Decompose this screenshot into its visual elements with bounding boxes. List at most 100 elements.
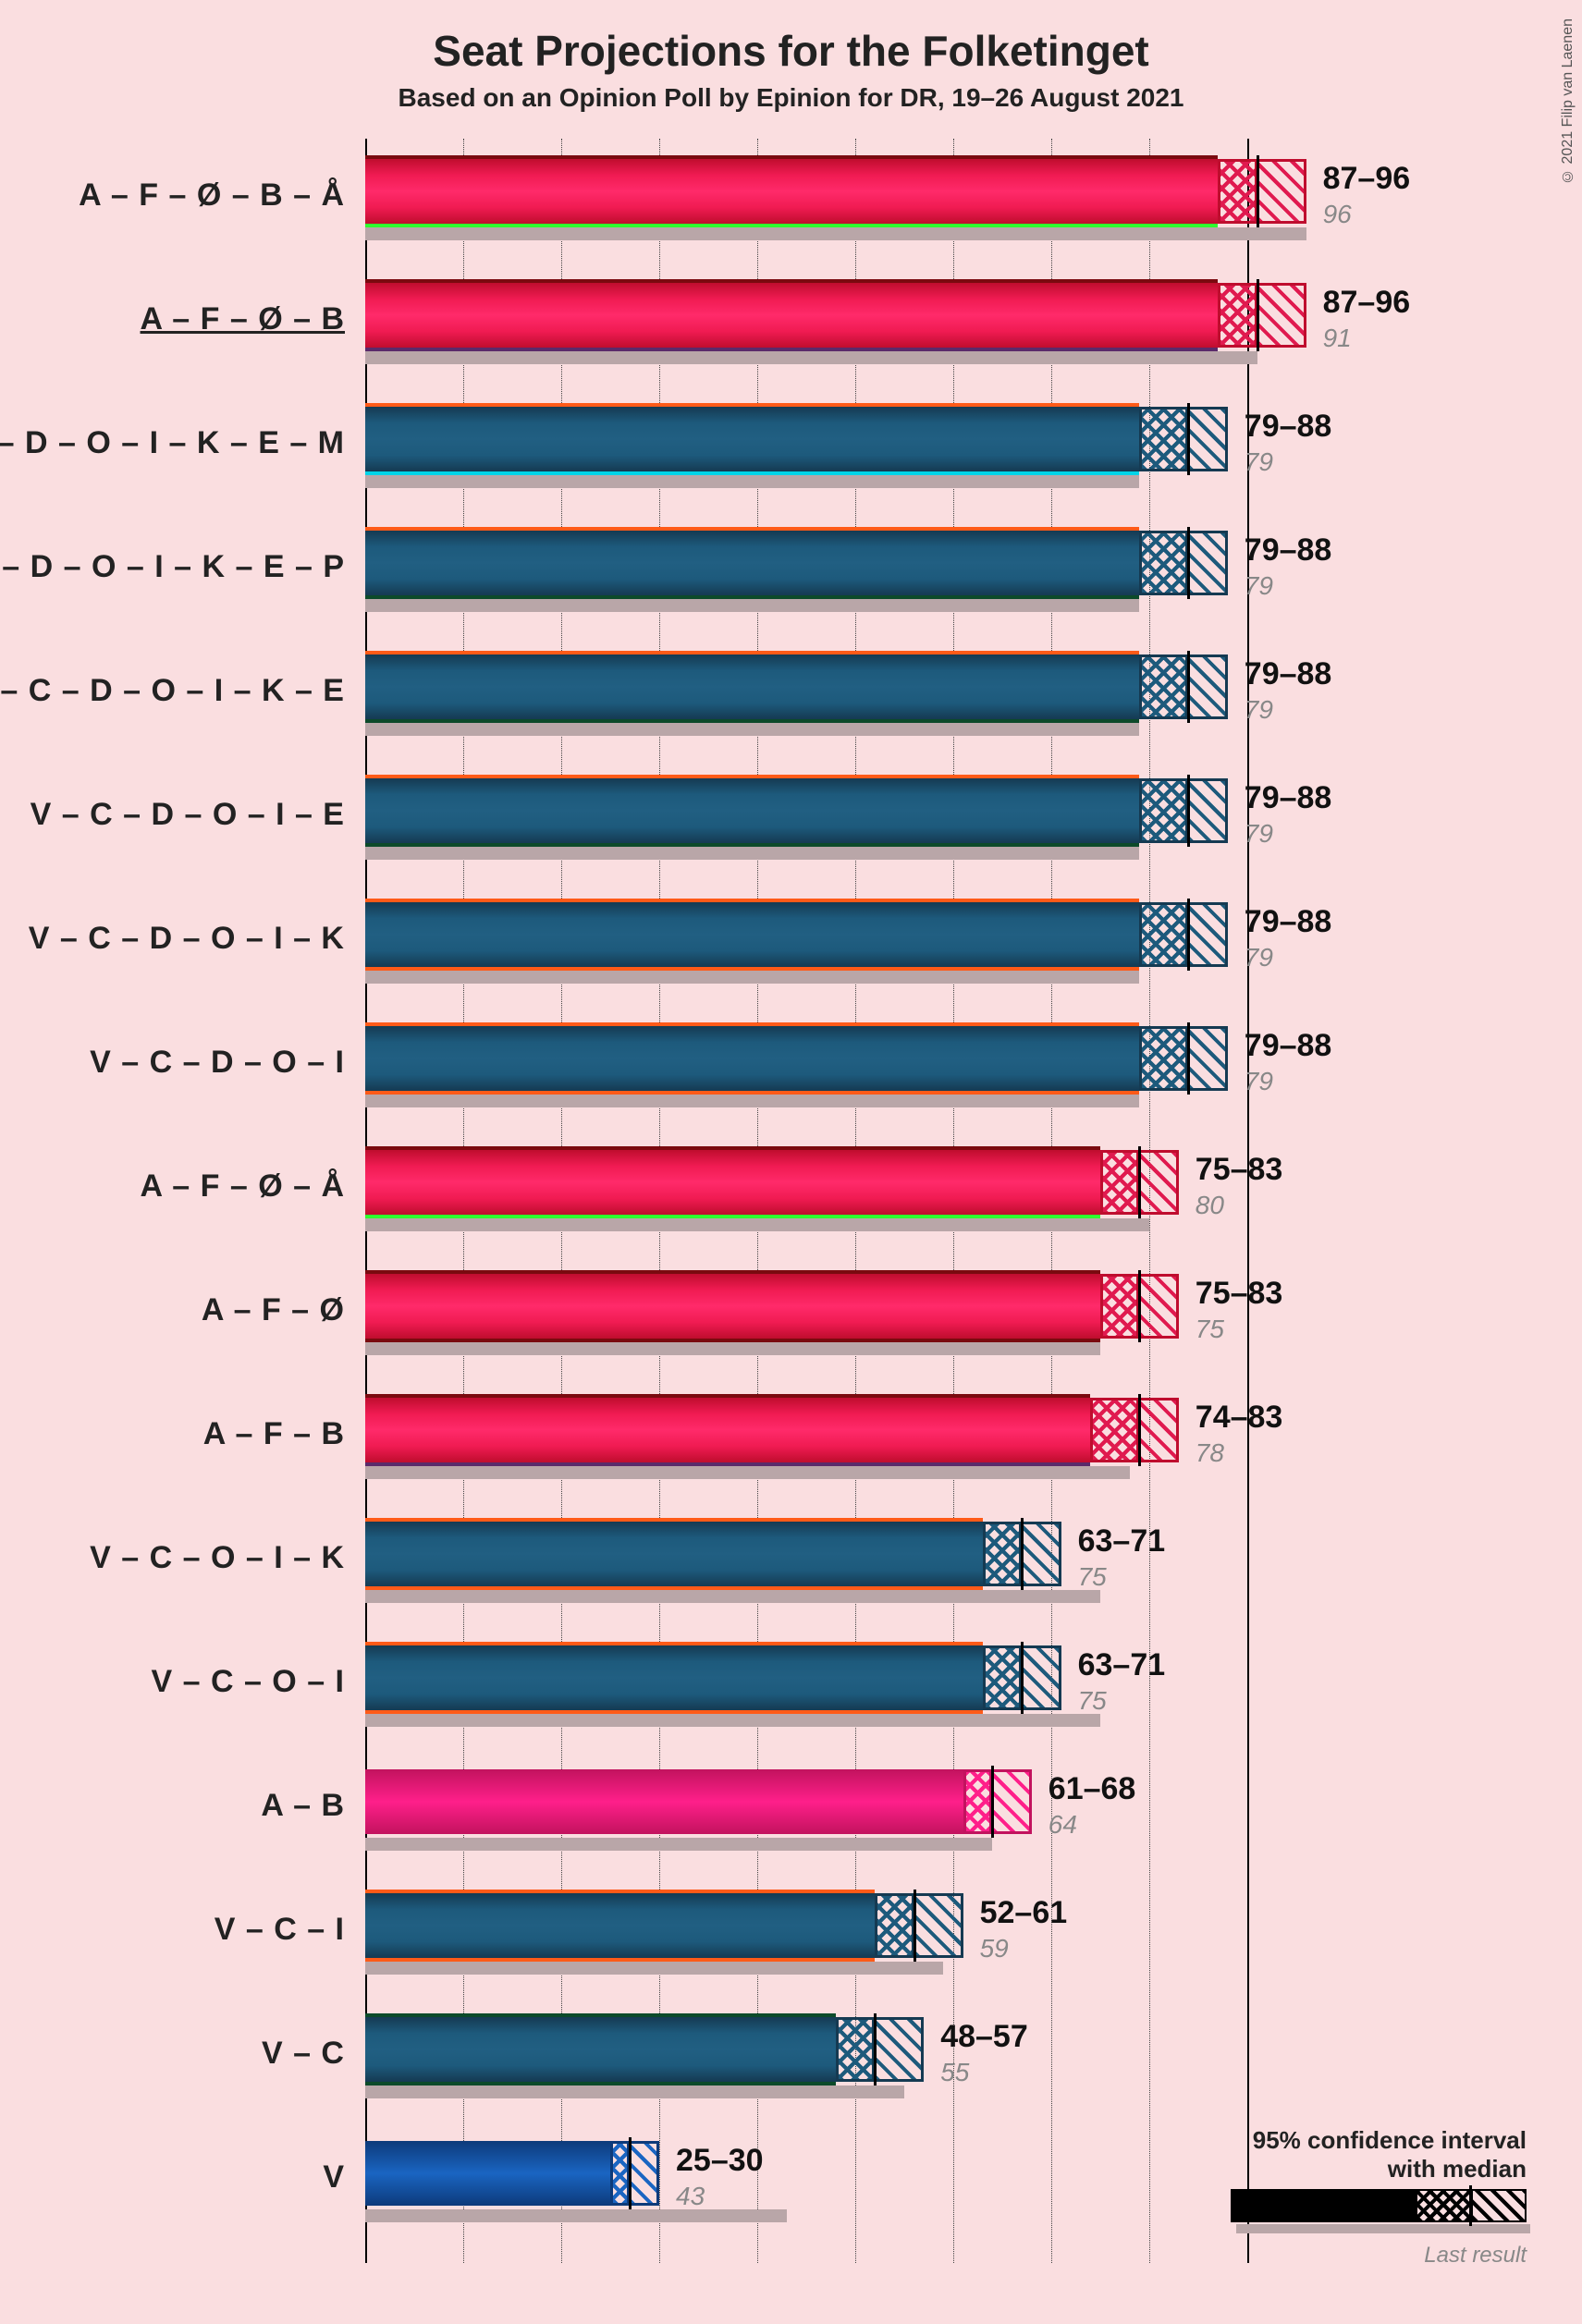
last-result-bar [365,2085,904,2098]
chart-canvas: Seat Projections for the Folketinget Bas… [0,0,1582,2324]
range-value: 61–68 [1049,1771,1136,1807]
bar-row: V – C – O – I – K63–7175 [365,1511,1345,1612]
last-value: 59 [980,1934,1009,1963]
ci-bar [365,283,1306,348]
legend-shadow [1236,2224,1530,2233]
coalition-label: A – F – Ø – B [141,301,345,337]
bar-row: V – C – D – O – I – K – E79–8879 [365,643,1345,745]
last-result-bar [365,971,1139,984]
last-value: 75 [1078,1686,1107,1716]
bar-row: V – C – D – O – I – K – E – P79–8879 [365,520,1345,621]
legend-bar [1231,2189,1527,2230]
bar-row: V – C – D – O – I – K – E – M79–8879 [365,396,1345,497]
ci-bar [365,2017,924,2082]
ci-bar [365,407,1228,471]
ci-hatch-low [1218,159,1257,224]
median-tick [1187,527,1190,599]
last-result-bar [365,227,1306,240]
ci-hatch-low [983,1522,1022,1586]
median-tick [914,1890,916,1962]
last-value: 79 [1245,695,1273,725]
ci-bar [365,531,1228,595]
coalition-label: A – F – B [203,1416,345,1452]
ci-hatch-high [1188,902,1227,967]
range-value: 74–83 [1196,1400,1283,1436]
coalition-label: V – C – O – I [151,1664,345,1700]
coalition-label: V [323,2159,345,2196]
ci-hatch-low [1139,778,1188,843]
ci-hatch-low [610,2141,630,2206]
range-value: 79–88 [1245,532,1332,569]
median-tick [1187,775,1190,847]
ci-hatch-low [1139,531,1188,595]
last-result-bar [365,723,1139,736]
chart-subtitle: Based on an Opinion Poll by Epinion for … [0,83,1582,113]
ci-hatch-low [1100,1274,1139,1339]
range-value: 63–71 [1078,1647,1166,1683]
ci-hatch-high [1139,1150,1178,1215]
ci-bar [365,1893,963,1958]
last-result-bar [365,599,1139,612]
median-tick [1021,1518,1024,1590]
ci-solid [365,1026,1139,1091]
ci-hatch-high [875,2017,924,2082]
last-value: 79 [1245,571,1273,601]
last-result-bar [365,1218,1149,1231]
last-value: 79 [1245,943,1273,972]
last-result-bar [365,1342,1100,1355]
range-value: 79–88 [1245,904,1332,940]
range-value: 79–88 [1245,656,1332,692]
ci-hatch-high [1022,1522,1061,1586]
ci-hatch-high [1139,1398,1178,1462]
ci-hatch-low [1100,1150,1139,1215]
last-result-bar [365,2209,787,2222]
ci-bar [365,1398,1179,1462]
median-tick [629,2137,632,2209]
range-value: 48–57 [940,2019,1028,2055]
range-value: 79–88 [1245,780,1332,816]
last-value: 96 [1323,200,1352,229]
last-result-bar [365,1962,943,1975]
last-value: 75 [1078,1562,1107,1592]
coalition-label: V – C – D – O – I – K – E – P [0,549,345,585]
ci-bar [365,1026,1228,1091]
ci-hatch-low [1139,902,1188,967]
coalition-label: V – C – D – O – I [90,1045,345,1081]
coalition-label: V – C – D – O – I – E [31,797,345,833]
ci-bar [365,654,1228,719]
ci-hatch-high [992,1769,1031,1834]
median-tick [1021,1642,1024,1714]
last-value: 78 [1196,1438,1224,1468]
median-tick [1138,1146,1141,1218]
ci-hatch-low [963,1769,993,1834]
ci-solid [365,902,1139,967]
ci-hatch-low [1139,1026,1188,1091]
median-tick [1138,1270,1141,1342]
ci-solid [365,1150,1100,1215]
bar-row: V – C – D – O – I – E79–8879 [365,767,1345,869]
range-value: 75–83 [1196,1276,1283,1312]
bar-row: V25–3043 [365,2130,1345,2232]
bar-row: A – F – Ø75–8375 [365,1263,1345,1364]
median-tick [1187,1022,1190,1095]
ci-hatch-low [1139,407,1188,471]
ci-hatch-high [1188,778,1227,843]
last-result-bar [365,847,1139,860]
last-value: 91 [1323,324,1352,353]
ci-solid [365,1274,1100,1339]
ci-hatch-low [1218,283,1257,348]
range-value: 79–88 [1245,1028,1332,1064]
last-value: 79 [1245,1067,1273,1096]
ci-solid [365,2141,610,2206]
median-tick [1187,651,1190,723]
bar-row: A – F – B74–8378 [365,1387,1345,1488]
coalition-label: V – C – D – O – I – K [29,921,345,957]
ci-hatch-high [630,2141,659,2206]
range-value: 87–96 [1323,285,1411,321]
last-value: 79 [1245,819,1273,849]
coalition-label: V – C – O – I – K [90,1540,345,1576]
ci-hatch-high [1257,159,1306,224]
ci-hatch-low [1090,1398,1139,1462]
median-tick [1138,1394,1141,1466]
ci-hatch-low [875,1893,914,1958]
